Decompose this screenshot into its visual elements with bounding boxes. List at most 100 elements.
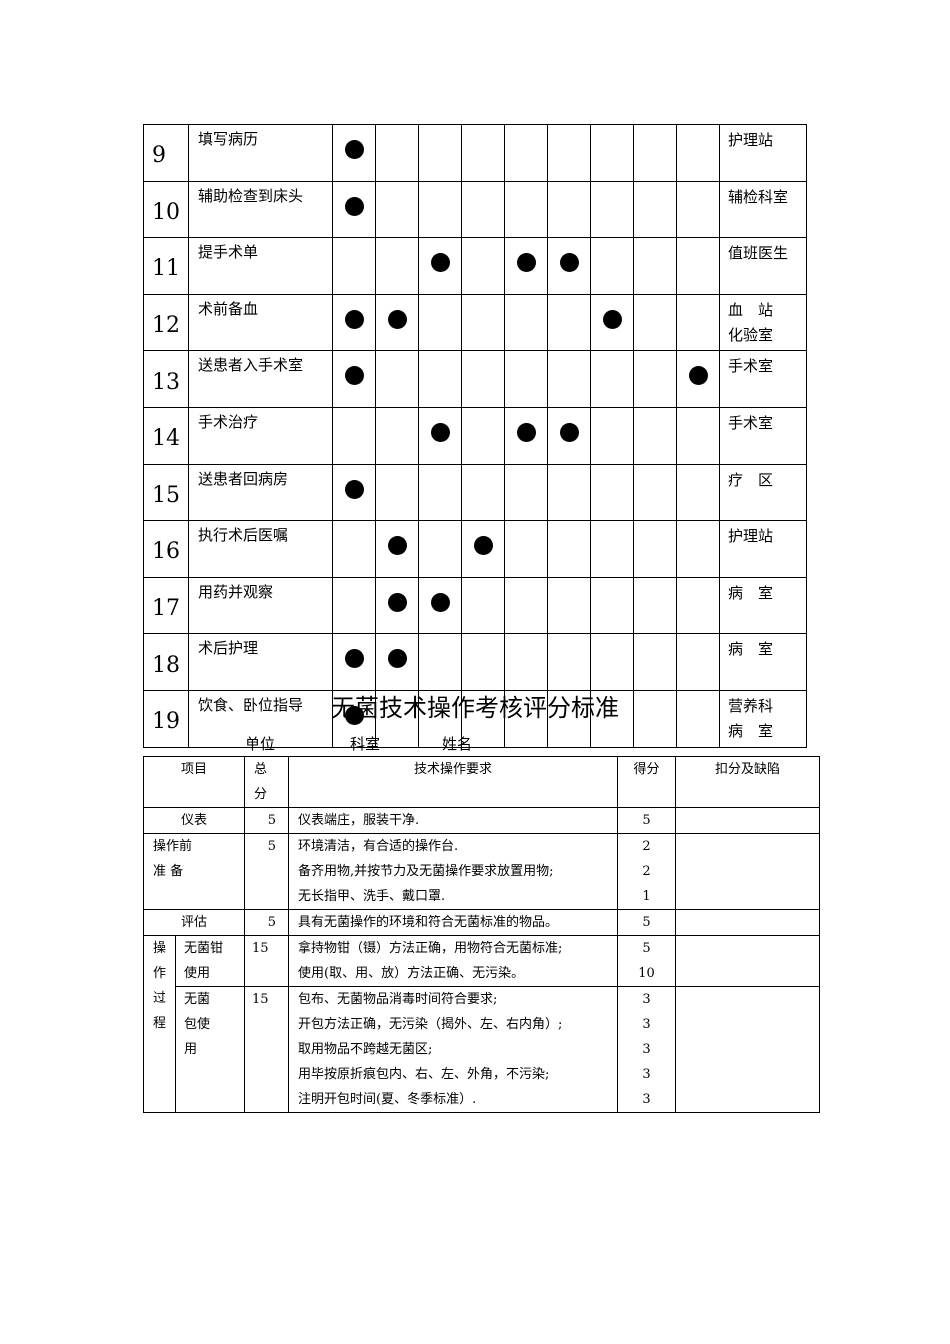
requirement-text: 注明开包时间(夏、冬季标准）. (298, 1092, 477, 1107)
mark-cell (590, 689, 634, 748)
filled-dot-icon (387, 309, 407, 329)
mark-cell (590, 350, 634, 408)
score-text: 3 (642, 1067, 651, 1082)
score-text: 5 (642, 941, 651, 956)
sub-item-text: 用 (184, 1042, 198, 1057)
step-number: 14 (143, 406, 189, 465)
filled-dot-icon (430, 422, 450, 442)
step-number: 17 (143, 576, 189, 635)
table-row: 13 送患者入手术室 手术室 (143, 350, 807, 408)
mark-cell (590, 520, 634, 578)
mark-cell (547, 406, 591, 465)
mark-cell (676, 350, 720, 408)
header-total-text: 总 (254, 762, 268, 777)
mark-cell (418, 463, 462, 522)
score-sheet-title: 无菌技术操作考核评分标准 (331, 694, 619, 722)
filled-dot-icon (387, 592, 407, 612)
filled-dot-icon (344, 140, 364, 159)
mark-cell (504, 520, 548, 578)
filled-dot-icon (516, 422, 536, 442)
filled-dot-icon (387, 649, 407, 669)
mark-cell (676, 237, 720, 295)
filled-dot-icon (688, 366, 708, 386)
mark-cell (676, 406, 720, 465)
mark-cell (504, 237, 548, 295)
sub-item-text: 使用 (184, 966, 211, 981)
requirement-cell: 环境清洁，有合适的操作台. 备齐用物,并按节力及无菌操作要求放置用物; 无长指甲、洗… (288, 833, 619, 910)
deduction-cell (675, 909, 821, 936)
mark-cell (418, 689, 462, 748)
mark-cell (633, 180, 677, 239)
department-cell: 疗 区 (719, 463, 807, 522)
score-text: 5 (642, 915, 651, 930)
unit-label: 单位 (245, 735, 276, 753)
mark-cell (332, 350, 376, 408)
item-text: 准 备 (153, 864, 184, 879)
table-row: 仪表 5 仪表端庄，服装干净. 5 (142, 807, 821, 834)
mark-cell (633, 406, 677, 465)
mark-cell (504, 180, 548, 239)
mark-cell (332, 406, 376, 465)
mark-cell (418, 293, 462, 352)
mark-cell (375, 406, 419, 465)
department: 护理站 (728, 527, 774, 546)
requirement-cell: 拿持物钳（镊）方法正确，用物符合无菌标准; 使用(取、用、放）方法正确、无污染。 (288, 935, 619, 987)
mark-cell (504, 633, 548, 691)
total-cell: 15 (244, 935, 290, 987)
total-cell: 5 (244, 909, 290, 936)
score-text: 2 (642, 839, 651, 854)
score-text: 3 (642, 1092, 651, 1107)
step-name: 术后护理 (188, 633, 333, 691)
step-name: 术前备血 (188, 293, 333, 352)
mark-cell (633, 124, 677, 182)
mark-cell (461, 463, 505, 522)
mark-cell (461, 293, 505, 352)
total-cell: 5 (244, 807, 290, 834)
sub-item-cell: 无菌 包使用 (174, 986, 246, 1113)
requirement-text: 拿持物钳（镊）方法正确，用物符合无菌标准; (298, 941, 563, 956)
mark-cell (375, 293, 419, 352)
requirement-text: 用毕按原折痕包内、右、左、外角，不污染; (298, 1067, 550, 1082)
mark-cell (590, 463, 634, 522)
mark-cell (547, 293, 591, 352)
table-row: 17 用药并观察 病 室 (143, 576, 807, 635)
mark-cell (547, 520, 591, 578)
score-text: 2 (642, 864, 651, 879)
total-cell: 15 (244, 986, 290, 1113)
step-number: 13 (143, 350, 189, 408)
sub-item-text: 无菌钳 (184, 941, 224, 956)
mark-cell (504, 293, 548, 352)
mark-cell (332, 520, 376, 578)
mark-cell (418, 237, 462, 295)
department-cell: 血 站化验室 (719, 293, 807, 352)
requirement-text: 无长指甲、洗手、戴口罩. (298, 889, 446, 904)
filled-dot-icon (344, 366, 364, 386)
step-name: 辅助检查到床头 (188, 180, 333, 239)
department: 病 室 (728, 583, 774, 602)
mark-cell (633, 633, 677, 691)
requirement-text: 具有无菌操作的环境和符合无菌标准的物品。 (298, 915, 559, 930)
department-cell: 营养科病 室 (719, 689, 807, 748)
process-label-char: 过 (152, 991, 166, 1006)
score-table: 项目总分技术操作要求 得分 扣分及缺陷 仪表 5 仪表端庄，服装干净. 5 操作前准 备 5 环境… (142, 756, 821, 1113)
step-number: 10 (143, 180, 189, 239)
step-name: 饮食、卧位指导 (188, 689, 333, 748)
mark-cell (332, 463, 376, 522)
mark-cell (590, 237, 634, 295)
mark-cell (375, 180, 419, 239)
mark-cell (590, 124, 634, 182)
department-cell: 手术室 (719, 350, 807, 408)
filled-dot-icon (387, 536, 407, 556)
step-number: 18 (143, 633, 189, 691)
flow-table: 9 填写病历 护理站 10 辅助检查到床头 辅检科室 11 提手术单 值班医生 12 术前备血血 站… (143, 124, 807, 748)
step-name: 提手术单 (188, 237, 333, 295)
step-number: 12 (143, 293, 189, 352)
mark-cell (633, 463, 677, 522)
header-score: 得分 (617, 756, 677, 808)
mark-cell (676, 520, 720, 578)
mark-cell (504, 406, 548, 465)
process-label-char: 作 (152, 966, 166, 981)
mark-cell (547, 633, 591, 691)
step-name: 填写病历 (188, 124, 333, 182)
